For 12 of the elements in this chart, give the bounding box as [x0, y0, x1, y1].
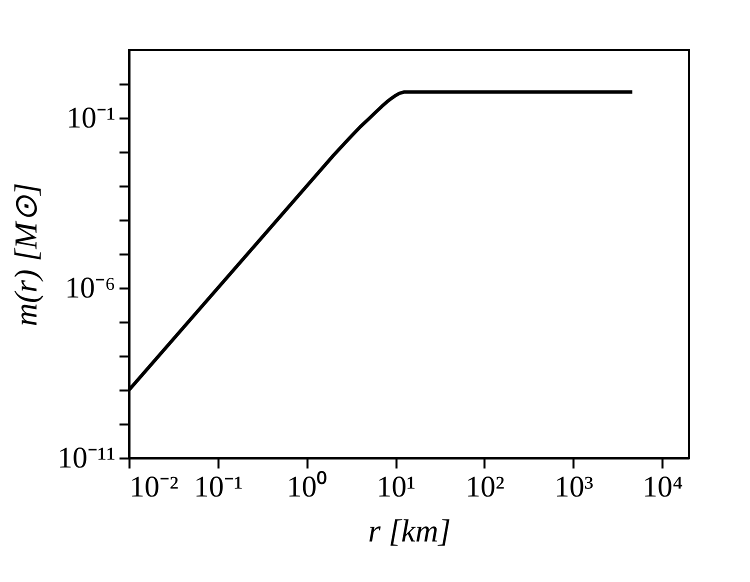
x-tick-label: 10⁻²	[130, 470, 178, 504]
x-tick-label: 10³	[554, 470, 594, 504]
x-tick-label: 10⁻¹	[194, 470, 243, 504]
x-tick-label: 10²	[465, 470, 504, 504]
x-axis-title: r [km]	[368, 512, 451, 548]
x-tick-label: 10⁴	[642, 470, 683, 504]
x-tick-label: 10⁰	[286, 470, 328, 504]
x-tick-label: 10¹	[376, 470, 416, 504]
y-axis-title: m(r) [M⊙]	[8, 182, 44, 326]
y-tick-label: 10⁻⁶	[65, 272, 116, 304]
y-tick-label: 10⁻¹¹	[58, 442, 116, 474]
y-tick-label: 10⁻¹	[66, 102, 116, 134]
